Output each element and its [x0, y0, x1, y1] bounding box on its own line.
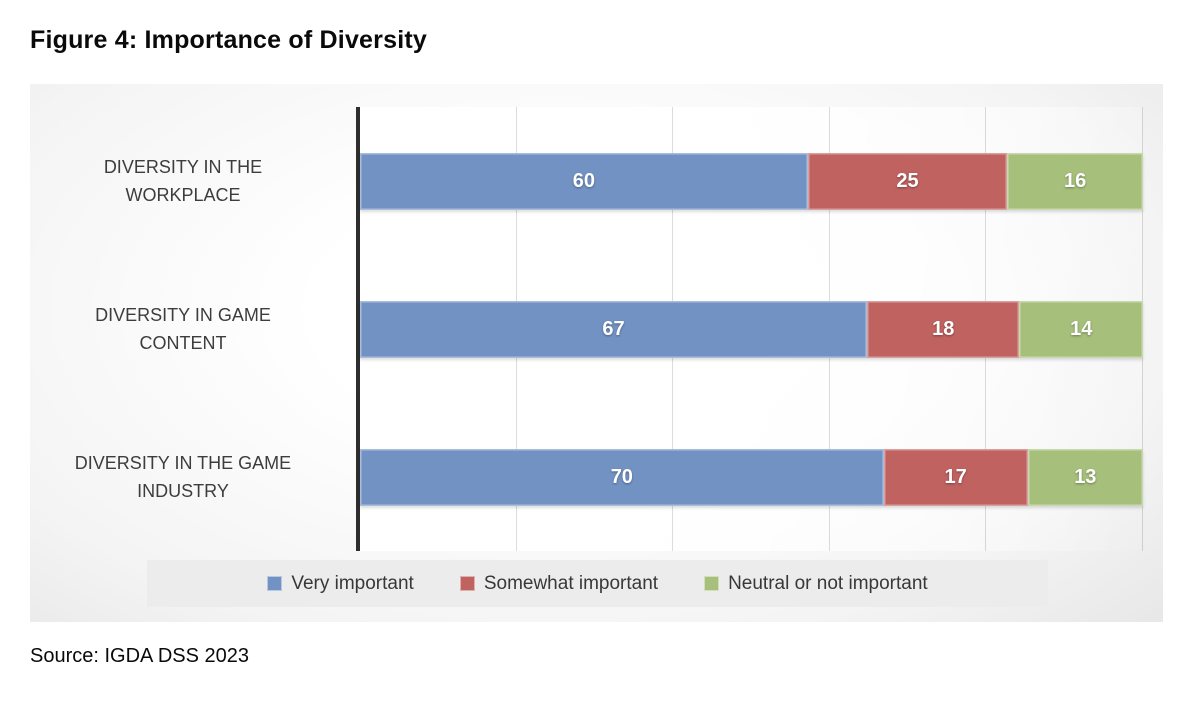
legend: Very important Somewhat important Neutral … [147, 560, 1048, 607]
bar-segment: 16 [1007, 152, 1144, 210]
segment-value-label: 60 [572, 169, 595, 192]
bar-segment: 14 [1019, 300, 1143, 358]
category-label: DIVERSITY IN THE GAME INDUSTRY [74, 453, 292, 501]
legend-swatch-icon [267, 576, 283, 591]
legend-swatch-icon [459, 576, 475, 591]
bar-segment: 25 [807, 152, 1008, 210]
bar-segment: 17 [883, 448, 1028, 506]
segment-value-label: 70 [610, 465, 633, 488]
category-label: DIVERSITY IN GAME CONTENT [95, 305, 271, 353]
segment-value-label: 67 [602, 317, 625, 340]
bar-segment: 67 [360, 300, 867, 358]
legend-label: Neutral or not important [728, 572, 928, 594]
segment-value-label: 17 [944, 465, 967, 488]
segment-value-label: 14 [1070, 317, 1093, 340]
source-note: Source: IGDA DSS 2023 [30, 645, 250, 667]
legend-label: Somewhat important [483, 572, 659, 594]
bar-segment: 13 [1027, 448, 1143, 506]
legend-label: Very important [291, 572, 414, 594]
segment-value-label: 18 [932, 317, 955, 340]
bar-row: 70 17 13 [360, 448, 1143, 506]
legend-item: Very important [267, 573, 414, 595]
legend-item: Neutral or not important [704, 573, 928, 595]
bar-row: 60 25 16 [360, 152, 1144, 210]
bar-row: 67 18 14 [360, 300, 1143, 358]
bar-segment: 60 [360, 152, 808, 210]
chart-area: DIVERSITY IN THE WORKPLACE 60 25 16 DIVERSIT… [30, 84, 1163, 622]
segment-value-label: 13 [1074, 465, 1097, 488]
legend-item: Somewhat important [459, 572, 659, 595]
y-axis-line [356, 107, 360, 551]
category-label: DIVERSITY IN THE WORKPLACE [103, 157, 263, 205]
figure-title: Figure 4: Importance of Diversity [30, 26, 427, 54]
segment-value-label: 25 [896, 169, 919, 192]
bar-segment: 18 [866, 300, 1020, 358]
segment-value-label: 16 [1064, 169, 1087, 192]
bar-segment: 70 [360, 448, 884, 506]
legend-swatch-icon [704, 576, 720, 591]
